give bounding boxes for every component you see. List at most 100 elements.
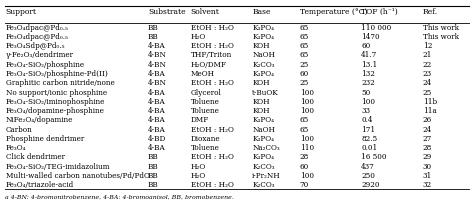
Text: 12: 12 — [423, 42, 432, 50]
Text: This work: This work — [423, 24, 459, 32]
Text: 11a: 11a — [423, 107, 437, 115]
Text: Fe₃O₄-SiO₂/phosphine: Fe₃O₄-SiO₂/phosphine — [6, 61, 85, 69]
Text: 28: 28 — [423, 144, 432, 152]
Text: K₂CO₃: K₂CO₃ — [252, 61, 275, 69]
Text: K₃PO₄: K₃PO₄ — [252, 70, 274, 78]
Text: 70: 70 — [300, 181, 309, 189]
Text: 65: 65 — [300, 51, 309, 59]
Text: BB: BB — [148, 172, 159, 180]
Text: 437: 437 — [361, 163, 375, 171]
Text: 132: 132 — [361, 70, 375, 78]
Text: BB: BB — [148, 33, 159, 41]
Text: H₂O: H₂O — [191, 163, 206, 171]
Text: K₃PO₄: K₃PO₄ — [252, 24, 274, 32]
Text: Na₂CO₃: Na₂CO₃ — [252, 144, 280, 152]
Text: 4-BA: 4-BA — [148, 126, 165, 134]
Text: t-BuOK: t-BuOK — [252, 89, 279, 97]
Text: Fe₃O₄: Fe₃O₄ — [6, 144, 26, 152]
Text: Fe₃O₄Sdp@Pd₀.₅: Fe₃O₄Sdp@Pd₀.₅ — [6, 42, 65, 50]
Text: Fe₃O₄/triazole-acid: Fe₃O₄/triazole-acid — [6, 181, 74, 189]
Text: EtOH : H₂O: EtOH : H₂O — [191, 79, 233, 87]
Text: THF/Triton: THF/Triton — [191, 51, 232, 59]
Text: Solvent: Solvent — [191, 8, 219, 16]
Text: Base: Base — [252, 8, 271, 16]
Text: 232: 232 — [361, 79, 375, 87]
Text: Dioxane: Dioxane — [191, 135, 220, 143]
Text: 16 500: 16 500 — [361, 153, 387, 161]
Text: 100: 100 — [300, 172, 314, 180]
Text: 60: 60 — [300, 163, 309, 171]
Text: 65: 65 — [300, 42, 309, 50]
Text: 25: 25 — [300, 61, 309, 69]
Text: 65: 65 — [300, 33, 309, 41]
Text: TOF (h⁻¹): TOF (h⁻¹) — [361, 8, 398, 16]
Text: Fe₃O₄-SiO₂/TEG-imidazolium: Fe₃O₄-SiO₂/TEG-imidazolium — [6, 163, 110, 171]
Text: γ-Fe₂O₃/dendrimer: γ-Fe₂O₃/dendrimer — [6, 51, 73, 59]
Text: 4-BN: 4-BN — [148, 61, 167, 69]
Text: 4-BN: 4-BN — [148, 51, 167, 59]
Text: BB: BB — [148, 181, 159, 189]
Text: BB: BB — [148, 153, 159, 161]
Text: Glycerol: Glycerol — [191, 89, 221, 97]
Text: 100: 100 — [300, 135, 314, 143]
Text: BB: BB — [148, 24, 159, 32]
Text: 29: 29 — [423, 153, 432, 161]
Text: 100: 100 — [361, 98, 375, 106]
Text: 13.1: 13.1 — [361, 61, 377, 69]
Text: Temperature (°C): Temperature (°C) — [300, 8, 367, 16]
Text: 250: 250 — [361, 172, 375, 180]
Text: Click dendrimer: Click dendrimer — [6, 153, 64, 161]
Text: KOH: KOH — [252, 79, 270, 87]
Text: 23: 23 — [423, 70, 432, 78]
Text: EtOH : H₂O: EtOH : H₂O — [191, 126, 233, 134]
Text: 24: 24 — [423, 79, 432, 87]
Text: 60: 60 — [300, 70, 309, 78]
Text: Fe₃O₄-SiO₂/phosphine-Pd(II): Fe₃O₄-SiO₂/phosphine-Pd(II) — [6, 70, 109, 78]
Text: Carbon: Carbon — [6, 126, 32, 134]
Text: 65: 65 — [300, 126, 309, 134]
Text: 33: 33 — [361, 107, 370, 115]
Text: 50: 50 — [361, 89, 371, 97]
Text: EtOH : H₂O: EtOH : H₂O — [191, 24, 233, 32]
Text: K₃PO₄: K₃PO₄ — [252, 135, 274, 143]
Text: H₂O: H₂O — [191, 172, 206, 180]
Text: 27: 27 — [423, 135, 432, 143]
Text: 65: 65 — [300, 24, 309, 32]
Text: 21: 21 — [423, 51, 432, 59]
Text: 4-BA: 4-BA — [148, 107, 165, 115]
Text: EtOH : H₂O: EtOH : H₂O — [191, 42, 233, 50]
Text: 31: 31 — [423, 172, 432, 180]
Text: K₂CO₃: K₂CO₃ — [252, 163, 275, 171]
Text: K₃PO₄: K₃PO₄ — [252, 153, 274, 161]
Text: 4-BA: 4-BA — [148, 42, 165, 50]
Text: 60: 60 — [361, 42, 371, 50]
Text: Fe₃O₄dpac@Pd₀.₅: Fe₃O₄dpac@Pd₀.₅ — [6, 33, 69, 41]
Text: No support/ionic phosphine: No support/ionic phosphine — [6, 89, 107, 97]
Text: 4-BA: 4-BA — [148, 70, 165, 78]
Text: 100: 100 — [300, 89, 314, 97]
Text: 82.5: 82.5 — [361, 135, 377, 143]
Text: 2920: 2920 — [361, 181, 380, 189]
Text: a 4-BN: 4-bromonitrobenzene, 4-BA: 4-bromoanisol, BB, bromobenzene.: a 4-BN: 4-bromonitrobenzene, 4-BA: 4-bro… — [5, 194, 234, 199]
Text: This work: This work — [423, 33, 459, 41]
Text: 100: 100 — [300, 98, 314, 106]
Text: 100: 100 — [300, 107, 314, 115]
Text: 4-BA: 4-BA — [148, 89, 165, 97]
Text: 25: 25 — [423, 89, 432, 97]
Text: K₃PO₄: K₃PO₄ — [252, 33, 274, 41]
Text: Ref.: Ref. — [423, 8, 438, 16]
Text: Fe₃O₄-SiO₂/iminophosphine: Fe₃O₄-SiO₂/iminophosphine — [6, 98, 105, 106]
Text: Substrate: Substrate — [148, 8, 185, 16]
Text: Phosphine dendrimer: Phosphine dendrimer — [6, 135, 84, 143]
Text: 0.01: 0.01 — [361, 144, 377, 152]
Text: i-Pr₂NH: i-Pr₂NH — [252, 172, 281, 180]
Text: Fe₃O₄dpac@Pd₀.₅: Fe₃O₄dpac@Pd₀.₅ — [6, 24, 69, 32]
Text: K₃PO₄: K₃PO₄ — [252, 116, 274, 124]
Text: Multi-walled carbon nanotubes/Pd/PdO: Multi-walled carbon nanotubes/Pd/PdO — [6, 172, 150, 180]
Text: EtOH : H₂O: EtOH : H₂O — [191, 181, 233, 189]
Text: 28: 28 — [300, 153, 309, 161]
Text: Fe₃O₄/dopamine-phosphine: Fe₃O₄/dopamine-phosphine — [6, 107, 105, 115]
Text: Toluene: Toluene — [191, 98, 219, 106]
Text: Graphitic carbon nitride/none: Graphitic carbon nitride/none — [6, 79, 114, 87]
Text: Support: Support — [6, 8, 36, 16]
